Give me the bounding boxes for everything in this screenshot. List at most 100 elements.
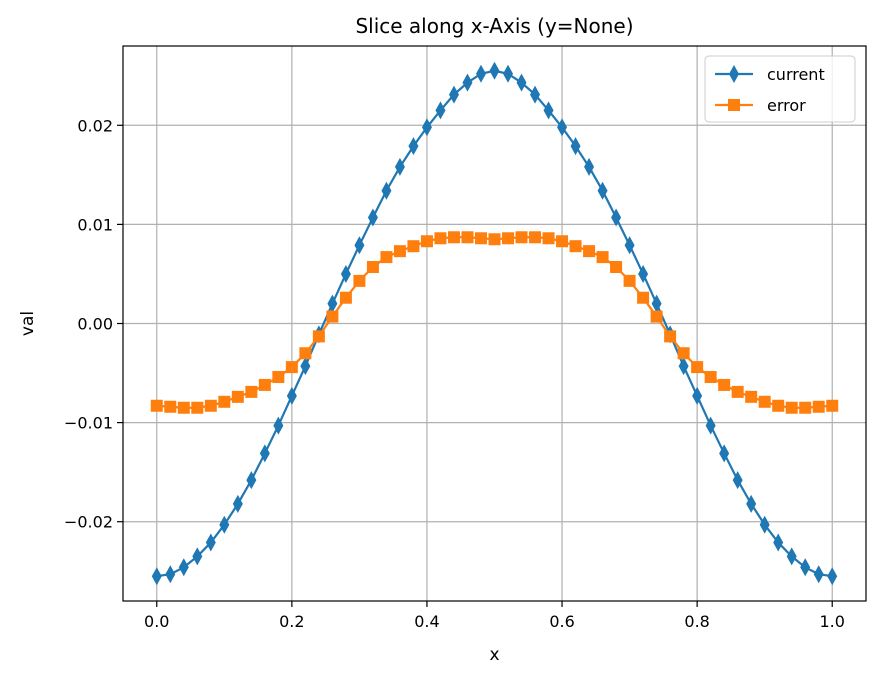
data-point	[610, 261, 623, 274]
data-point	[367, 208, 378, 227]
data-point	[651, 294, 662, 313]
gridlines	[123, 46, 866, 601]
data-point	[258, 378, 271, 391]
data-point	[299, 347, 312, 360]
data-point	[692, 386, 703, 405]
data-point	[354, 236, 365, 255]
data-point	[758, 395, 771, 408]
data-point	[543, 101, 554, 120]
data-point	[300, 357, 311, 376]
data-point	[773, 533, 784, 552]
data-point	[704, 371, 717, 384]
data-point	[381, 181, 392, 200]
data-point	[462, 73, 473, 92]
data-point	[273, 416, 284, 435]
y-tick-label: −0.02	[64, 513, 113, 532]
data-point	[245, 385, 258, 398]
data-point	[623, 274, 636, 287]
data-point	[583, 245, 596, 258]
data-point	[719, 444, 730, 463]
data-point	[475, 64, 486, 83]
data-point	[286, 386, 297, 405]
data-point	[151, 567, 162, 586]
data-point	[731, 385, 744, 398]
data-point	[164, 400, 177, 413]
data-point	[204, 399, 217, 412]
data-point	[570, 137, 581, 156]
data-point	[584, 157, 595, 176]
data-point	[691, 361, 704, 374]
data-point	[191, 401, 204, 414]
data-point	[447, 231, 460, 244]
data-point	[219, 515, 230, 534]
data-point	[624, 236, 635, 255]
y-tick-label: −0.01	[64, 414, 113, 433]
data-point	[380, 251, 393, 264]
data-point	[178, 558, 189, 577]
data-point	[650, 310, 663, 323]
data-point	[746, 494, 757, 513]
data-point	[461, 231, 474, 244]
series-error	[150, 231, 839, 414]
data-point	[205, 533, 216, 552]
data-point	[285, 361, 298, 374]
series-layer	[150, 61, 839, 586]
y-tick-label: 0.02	[77, 116, 113, 135]
data-point	[786, 547, 797, 566]
legend-marker	[728, 99, 740, 111]
y-tick-label: 0.01	[77, 215, 113, 234]
data-point	[394, 157, 405, 176]
data-point	[489, 61, 500, 80]
data-point	[569, 240, 582, 253]
data-point	[177, 401, 190, 414]
data-point	[785, 401, 798, 414]
data-point	[408, 137, 419, 156]
data-point	[542, 232, 555, 245]
data-point	[232, 494, 243, 513]
data-point	[516, 73, 527, 92]
data-point	[813, 565, 824, 584]
data-point	[678, 357, 689, 376]
legend-label: current	[767, 65, 825, 84]
data-point	[231, 390, 244, 403]
data-point	[772, 399, 785, 412]
data-point	[718, 378, 731, 391]
data-point	[393, 245, 406, 258]
data-point	[340, 264, 351, 283]
data-point	[705, 416, 716, 435]
data-point	[638, 264, 649, 283]
legend-marker	[729, 65, 739, 83]
data-point	[474, 232, 487, 245]
data-point	[421, 118, 432, 137]
x-tick-label: 0.0	[144, 612, 169, 631]
data-point	[434, 232, 447, 245]
data-point	[339, 291, 352, 304]
data-point	[366, 261, 379, 274]
data-point	[826, 399, 839, 412]
data-point	[827, 567, 838, 586]
axis-ticks: 0.0 0.2 0.4 0.6 0.8 1.0 −0.02 −0.01 0.00 0.01 0.02	[64, 116, 845, 631]
legend-item-current: current	[715, 65, 825, 84]
data-point	[448, 85, 459, 104]
data-point	[597, 181, 608, 200]
legend-item-error: error	[715, 96, 806, 115]
data-point	[503, 64, 514, 83]
data-point	[327, 294, 338, 313]
data-point	[420, 235, 433, 248]
data-point	[732, 471, 743, 490]
data-point	[150, 399, 163, 412]
data-point	[259, 444, 270, 463]
data-point	[812, 400, 825, 413]
x-tick-label: 1.0	[820, 612, 845, 631]
x-axis-label: x	[489, 645, 499, 665]
data-point	[502, 232, 515, 245]
data-point	[435, 101, 446, 120]
data-point	[530, 85, 541, 104]
data-point	[272, 371, 285, 384]
data-point	[407, 240, 420, 253]
data-point	[326, 310, 339, 323]
data-point	[759, 515, 770, 534]
legend: current error	[704, 55, 856, 123]
data-point	[192, 547, 203, 566]
